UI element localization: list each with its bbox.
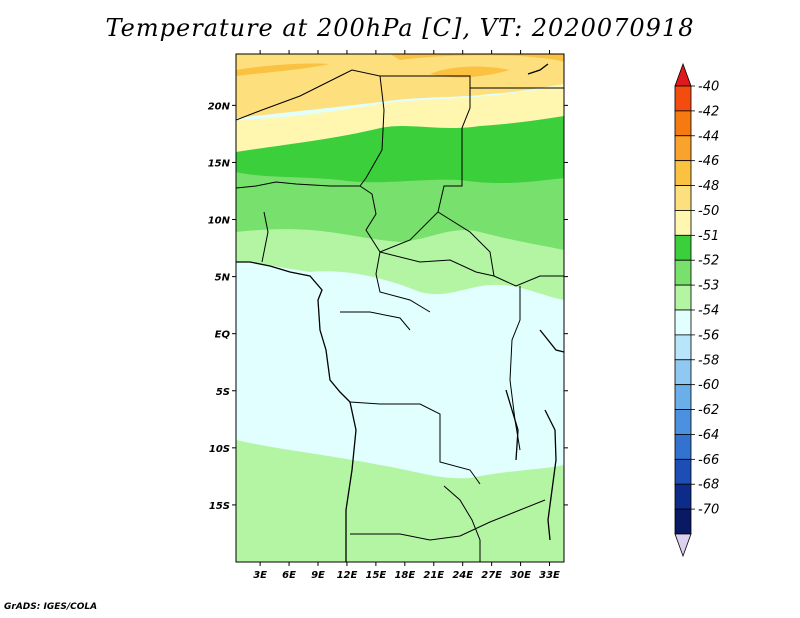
border-sahel (236, 181, 360, 189)
coastline-red-sea (527, 63, 549, 75)
lat-label: 10S (209, 444, 230, 455)
lon-label: 21E (423, 570, 444, 581)
border-angola (349, 401, 481, 485)
field-minus51 (236, 110, 564, 184)
map-title: Temperature at 200hPa [C], VT: 202007091… (105, 14, 695, 42)
lon-label: 24E (452, 570, 473, 581)
coastline-east (544, 409, 557, 541)
colorbar-label: -42 (698, 104, 719, 119)
colorbar-segment (674, 135, 692, 162)
colorbar-label: -52 (698, 254, 719, 269)
grads-credit: GrADS: IGES/COLA (4, 602, 98, 612)
colorbar-label: -51 (698, 229, 719, 244)
lon-label: 3E (253, 570, 267, 581)
temperature-field (236, 54, 564, 562)
colorbar-label: -68 (698, 478, 719, 493)
colorbar-label: -62 (698, 403, 719, 418)
lake-tanganyika (505, 389, 519, 461)
coastline-west-africa (236, 261, 357, 562)
border-southern (350, 499, 546, 541)
colorbar-label: -70 (698, 503, 719, 518)
colorbar-segment (674, 110, 692, 137)
field-minus46-patch (430, 66, 510, 78)
border-car (379, 251, 495, 277)
colorbar-segment (674, 309, 692, 336)
colorbar-top-arrow (674, 62, 692, 87)
lon-label: 9E (311, 570, 325, 581)
lat-label: 15S (209, 501, 230, 512)
colorbar-segment (674, 434, 692, 460)
border-north-west (236, 69, 385, 187)
lat-label: 20N (208, 101, 231, 112)
colorbar-segment (674, 458, 692, 485)
colorbar-segment (674, 259, 692, 286)
colorbar-label: -58 (698, 353, 719, 368)
latitude-axis: 20N 15N 10N 5N EQ 5S 10S 15S (208, 101, 568, 512)
colorbar-segment (674, 359, 692, 386)
colorbar-segment (674, 483, 692, 510)
lon-label: 6E (282, 570, 296, 581)
colorbar-label: -40 (698, 80, 719, 95)
field-minus46-west (236, 63, 330, 76)
colorbar-bottom-arrow (674, 533, 692, 558)
border-niger-chad (379, 75, 471, 253)
colorbar-segment (674, 334, 692, 361)
colorbar-segment (674, 409, 692, 435)
colorbar: -40 -42 -44 -46 -48 -50 -51 -52 -53 -54 -56 -58 -60 -… (674, 62, 719, 558)
colorbar-segment (674, 234, 692, 261)
colorbar-segment (674, 508, 692, 535)
colorbar-label: -50 (698, 204, 719, 219)
map-frame (235, 53, 565, 563)
field-minus53-southwest (236, 460, 365, 562)
lat-label: 10N (208, 216, 231, 227)
lon-label: 27E (481, 570, 502, 581)
lat-label: 5N (215, 273, 231, 284)
colorbar-segment (674, 185, 692, 211)
colorbar-label: -64 (698, 428, 719, 443)
country-borders (236, 69, 564, 562)
lon-label: 30E (510, 570, 531, 581)
colorbar-segment (674, 384, 692, 410)
lon-label: 15E (366, 570, 387, 581)
colorbar-segment (674, 284, 692, 311)
colorbar-label: -66 (698, 453, 719, 468)
coastlines (236, 63, 564, 562)
colorbar-label: -44 (698, 129, 719, 144)
colorbar-segment (674, 210, 692, 236)
border-ghana-togo (261, 211, 269, 263)
colorbar-label: -48 (698, 179, 719, 194)
field-minus50 (236, 84, 564, 152)
coastline-lake-victoria (539, 329, 564, 353)
border-gabon-congo (340, 311, 411, 331)
field-minus46 (390, 54, 564, 62)
colorbar-label: -60 (698, 378, 719, 393)
colorbar-label: -56 (698, 328, 719, 343)
colorbar-label: -54 (698, 304, 719, 319)
lon-label: 18E (394, 570, 415, 581)
colorbar-label: -53 (698, 279, 719, 294)
lon-label: 33E (539, 570, 560, 581)
lat-label: EQ (215, 330, 231, 341)
field-minus52 (236, 168, 564, 250)
lon-label: 12E (337, 570, 358, 581)
longitude-axis: 3E 6E 9E 12E 15E 18E 21E 24E 27E 30E 33E (253, 50, 560, 581)
colorbar-segment (674, 160, 692, 186)
colorbar-label: -46 (698, 154, 719, 169)
lat-label: 5S (216, 387, 230, 398)
colorbar-segment (674, 85, 692, 112)
border-zambia (443, 485, 481, 562)
lat-label: 15N (208, 158, 231, 169)
